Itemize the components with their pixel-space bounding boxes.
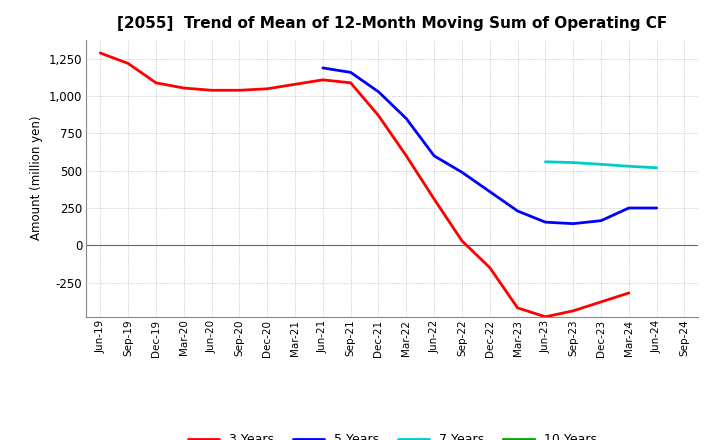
3 Years [485,265,494,270]
7 Years [541,159,550,165]
7 Years [569,160,577,165]
5 Years [624,205,633,211]
Legend: 3 Years, 5 Years, 7 Years, 10 Years: 3 Years, 5 Years, 7 Years, 10 Years [183,429,602,440]
3 Years [346,80,355,85]
5 Years [652,205,661,211]
Y-axis label: Amount (million yen): Amount (million yen) [30,116,43,240]
3 Years [179,85,188,91]
3 Years [235,88,243,93]
3 Years [624,290,633,296]
5 Years [485,189,494,194]
3 Years [318,77,327,82]
3 Years [541,314,550,319]
5 Years [318,65,327,70]
3 Years [513,305,522,311]
5 Years [597,218,606,224]
3 Years [458,238,467,243]
3 Years [402,153,410,158]
3 Years [207,88,216,93]
Line: 7 Years: 7 Years [546,162,657,168]
Title: [2055]  Trend of Mean of 12-Month Moving Sum of Operating CF: [2055] Trend of Mean of 12-Month Moving … [117,16,667,32]
5 Years [458,169,467,175]
3 Years [291,82,300,87]
3 Years [124,61,132,66]
5 Years [569,221,577,226]
5 Years [346,70,355,75]
3 Years [152,80,161,85]
3 Years [569,308,577,313]
3 Years [263,86,271,92]
3 Years [374,113,383,118]
3 Years [430,196,438,202]
7 Years [624,164,633,169]
5 Years [430,153,438,158]
7 Years [652,165,661,170]
5 Years [513,209,522,214]
7 Years [597,161,606,167]
5 Years [541,220,550,225]
3 Years [96,50,104,55]
3 Years [597,299,606,304]
5 Years [402,116,410,121]
5 Years [374,89,383,95]
Line: 3 Years: 3 Years [100,53,629,317]
Line: 5 Years: 5 Years [323,68,657,224]
